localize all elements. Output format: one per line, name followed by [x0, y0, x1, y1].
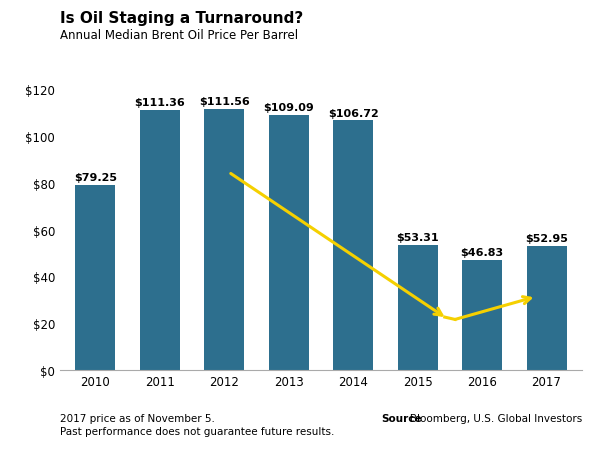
Text: $106.72: $106.72: [328, 108, 379, 118]
Bar: [333, 121, 373, 370]
Bar: [462, 261, 502, 370]
Text: $79.25: $79.25: [74, 172, 117, 182]
Text: $111.56: $111.56: [199, 97, 250, 107]
Text: $52.95: $52.95: [525, 234, 568, 244]
Text: $46.83: $46.83: [461, 248, 503, 258]
Bar: [269, 115, 309, 370]
Text: 2017 price as of November 5.: 2017 price as of November 5.: [60, 413, 215, 423]
Text: Source: Source: [381, 413, 422, 423]
Bar: [140, 110, 180, 370]
Text: $109.09: $109.09: [263, 103, 314, 113]
Bar: [398, 246, 437, 370]
Text: Past performance does not guarantee future results.: Past performance does not guarantee futu…: [60, 426, 334, 436]
Bar: [76, 185, 115, 370]
Bar: [205, 110, 244, 370]
Text: $111.36: $111.36: [134, 97, 185, 107]
Text: Is Oil Staging a Turnaround?: Is Oil Staging a Turnaround?: [60, 11, 303, 26]
Text: Annual Median Brent Oil Price Per Barrel: Annual Median Brent Oil Price Per Barrel: [60, 29, 298, 42]
Text: $53.31: $53.31: [397, 233, 439, 243]
Bar: [527, 246, 566, 370]
Text: : Bloomberg, U.S. Global Investors: : Bloomberg, U.S. Global Investors: [403, 413, 583, 423]
